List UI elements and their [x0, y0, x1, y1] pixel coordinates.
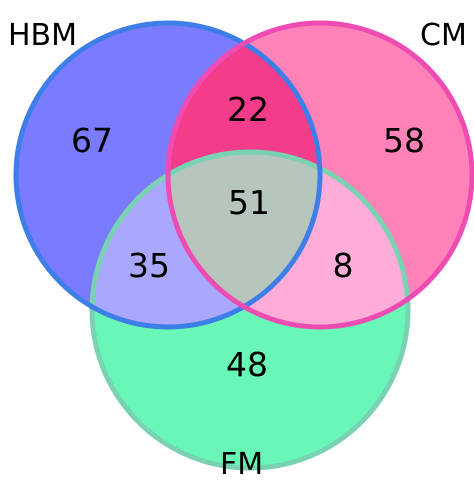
hbm-cm-count: 22: [227, 90, 269, 129]
hbm-circle-outline: [13, 20, 323, 330]
hbm-label: HBM: [8, 18, 77, 53]
hbm-only-count: 67: [71, 121, 113, 160]
fm-label: FM: [220, 447, 263, 481]
cm-circle-outline: [165, 20, 474, 330]
fm-circle-outline: [89, 149, 411, 471]
hbm-fm-count: 35: [128, 246, 170, 285]
cm-only-count: 58: [383, 121, 425, 160]
cm-fm-count: 8: [333, 246, 354, 285]
all-count: 51: [228, 183, 270, 222]
fm-only-count: 48: [226, 345, 268, 384]
cm-label: CM: [420, 18, 467, 53]
